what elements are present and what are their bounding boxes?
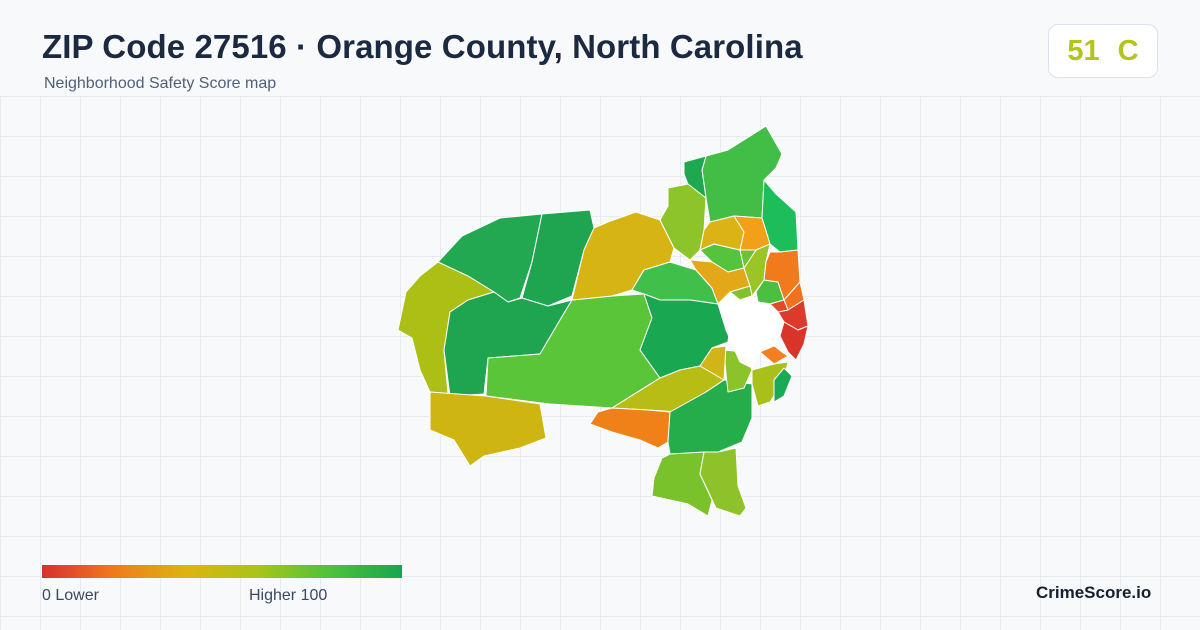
page-subtitle: Neighborhood Safety Score map: [44, 75, 277, 92]
legend-gradient-bar: [42, 565, 402, 578]
map-region-south-west[interactable]: [429, 391, 547, 467]
map-region-east-red-2[interactable]: [779, 321, 809, 361]
brand-label[interactable]: CrimeScore.io: [1036, 583, 1152, 602]
score-grade: C: [1117, 34, 1139, 67]
map-regions: [397, 125, 809, 517]
map-region-south-green[interactable]: [667, 379, 753, 455]
map-region-south-east-green[interactable]: [773, 367, 793, 403]
legend-max-label: Higher 100: [249, 587, 328, 604]
map-region-nw-b[interactable]: [521, 209, 595, 307]
map-region-se-lime-a[interactable]: [651, 451, 713, 517]
map-region-center-east-yellow[interactable]: [699, 345, 727, 381]
map-region-ne-top-tip[interactable]: [683, 155, 707, 199]
map-region-se-lime-b[interactable]: [699, 447, 747, 517]
page-title: ZIP Code 27516 · Orange County, North Ca…: [42, 28, 803, 65]
map-region-south-orange[interactable]: [589, 407, 671, 449]
score-badge: 51 C: [1048, 24, 1158, 78]
map-region-ne-lime-3[interactable]: [739, 249, 757, 269]
legend-min-label: 0 Lower: [42, 587, 99, 604]
zip-27516-highlight[interactable]: [717, 291, 781, 369]
score-value: 51: [1067, 34, 1100, 67]
header-band: [0, 0, 1200, 96]
